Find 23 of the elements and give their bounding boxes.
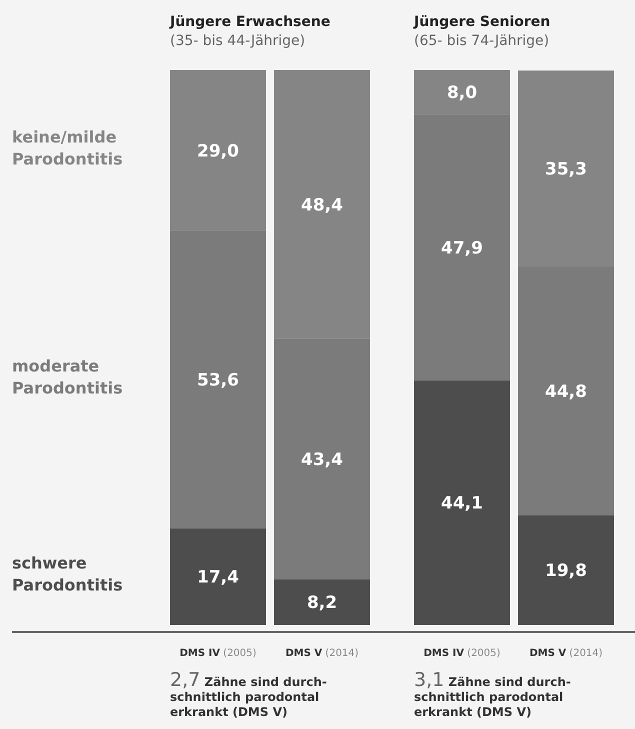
text: 3,1 Zähne sind durch- schnittlich parodontal erkrankt (DMS V) — [414, 669, 571, 719]
data-label: 17,4 — [197, 568, 240, 588]
text: Jüngere Senioren (65- bis 74-Jährige) — [413, 14, 550, 49]
data-label: 44,8 — [545, 382, 587, 402]
text: Jüngere Erwachsene (35- bis 44-Jährige) — [169, 14, 330, 49]
data-label: 8,2 — [306, 593, 338, 614]
data-label: 53,6 — [197, 370, 239, 391]
data-label: 44,1 — [441, 494, 483, 514]
data-label: 8,0 — [446, 83, 478, 104]
text: schwere Parodontitis — [12, 554, 123, 595]
x-tick-label: DMS IV (2005) — [180, 648, 257, 659]
data-label: 47,9 — [441, 238, 483, 258]
data-label: 48,4 — [301, 195, 344, 216]
text: 2,7 Zähne sind durch- schnittlich parodontal erkrankt (DMS V) — [170, 669, 327, 719]
x-tick-label: DMS V (2014) — [529, 648, 603, 659]
text: keine/milde Parodontitis — [12, 127, 123, 168]
data-label: 19,8 — [545, 561, 587, 582]
x-tick-label: DMS IV (2005) — [424, 648, 501, 659]
text: moderate Parodontitis — [12, 356, 123, 398]
data-label: 29,0 — [197, 141, 240, 162]
data-label: 43,4 — [301, 450, 344, 470]
x-tick-label: DMS V (2014) — [285, 648, 359, 659]
data-label: 35,3 — [545, 160, 587, 180]
